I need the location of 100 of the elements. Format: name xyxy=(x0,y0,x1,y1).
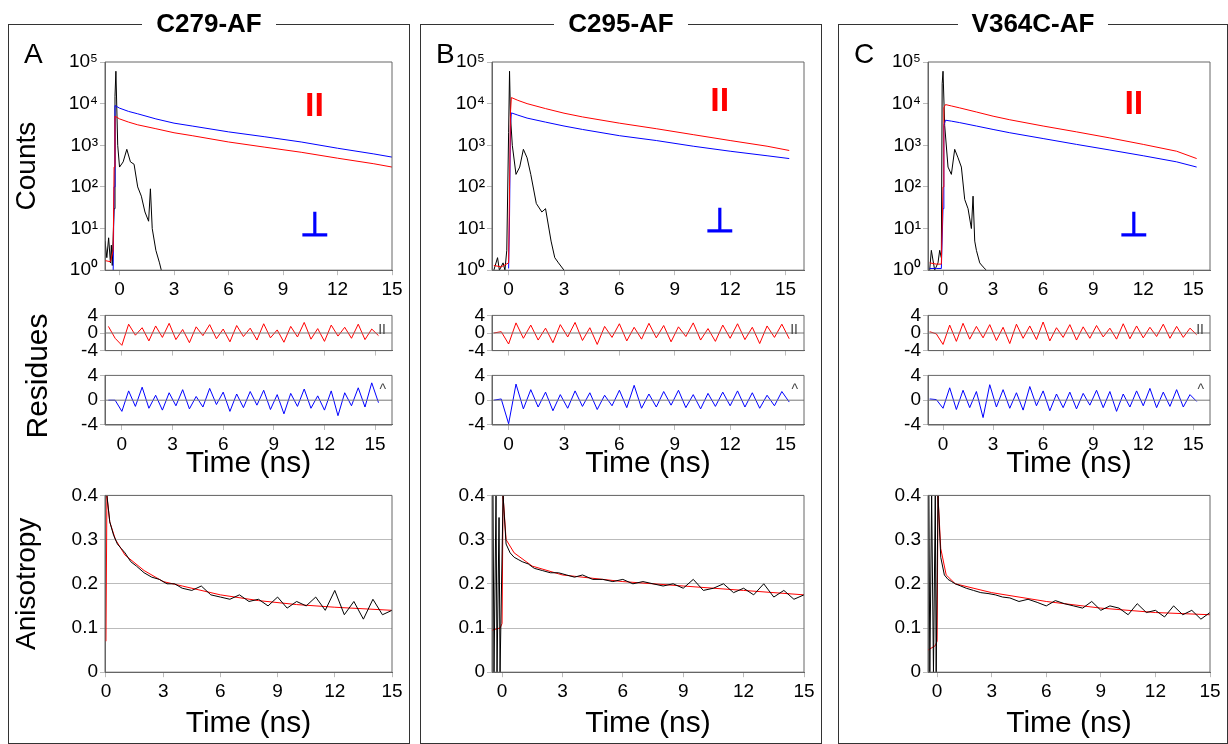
y-tick-label: 10³ xyxy=(893,133,921,155)
x-tick-label: 0 xyxy=(496,679,508,701)
y-tick-label: 10² xyxy=(457,175,485,197)
series-label: ⊥ xyxy=(1118,204,1149,243)
x-tick-label: 12 xyxy=(313,432,336,454)
x-tick-label: 12 xyxy=(1132,432,1154,454)
series-label: ⊥ xyxy=(299,205,330,244)
annotation: II xyxy=(378,321,386,338)
y-tick-label: 10³ xyxy=(457,133,485,155)
series-label: ⊥ xyxy=(704,200,735,239)
chart-title: V364C-AF xyxy=(957,6,1109,40)
chart-title: C279-AF xyxy=(142,6,276,40)
y-tick-label: 10⁰ xyxy=(892,258,921,280)
y-tick-label: 10¹ xyxy=(457,216,485,238)
x-tick-label: 9 xyxy=(669,432,681,454)
x-axis-title: Time (ns) xyxy=(185,705,312,739)
x-tick-label: 9 xyxy=(669,277,681,299)
annotation: ^ xyxy=(791,381,799,398)
y-tick-label: 0.4 xyxy=(894,483,922,505)
y-tick-label: 0.2 xyxy=(458,572,485,594)
y-tick-label: 10⁵ xyxy=(455,50,485,72)
y-tick-label: 10² xyxy=(893,175,921,197)
y-tick-label: -4 xyxy=(904,413,922,435)
x-tick-label: 12 xyxy=(1132,277,1154,299)
x-tick-label: 0 xyxy=(503,432,514,454)
y-tick-label: 0.1 xyxy=(894,616,921,638)
x-tick-label: 3 xyxy=(167,432,178,454)
y-tick-label: 0.4 xyxy=(71,483,99,505)
chart-title: C295-AF xyxy=(554,6,688,40)
y-axis-title: Anisotropy xyxy=(9,517,41,650)
y-tick-label: 10⁴ xyxy=(891,91,921,113)
y-tick-label: 0.3 xyxy=(71,527,98,549)
x-tick-label: 3 xyxy=(987,432,999,454)
x-tick-label: 0 xyxy=(114,277,125,299)
y-tick-label: 0.3 xyxy=(458,527,485,549)
y-tick-label: 4 xyxy=(87,363,99,385)
y-tick-label: 0 xyxy=(474,388,485,410)
x-axis-title: Time (ns) xyxy=(585,705,711,739)
x-axis-title: Time (ns) xyxy=(1006,705,1132,739)
text: A xyxy=(24,38,43,70)
y-tick-label: 0 xyxy=(910,388,921,410)
x-tick-label: 0 xyxy=(503,277,514,299)
y-tick-label: 0.2 xyxy=(71,572,98,594)
x-tick-label: 0 xyxy=(937,277,949,299)
y-tick-label: -4 xyxy=(81,413,99,435)
y-tick-label: 10² xyxy=(70,175,98,197)
x-tick-label: 3 xyxy=(557,679,568,701)
annotation: II xyxy=(790,321,798,338)
x-tick-label: 3 xyxy=(558,277,570,299)
y-tick-label: 0.1 xyxy=(458,616,485,638)
annotation: ^ xyxy=(379,381,387,398)
y-tick-label: -4 xyxy=(468,413,486,435)
x-tick-label: 0 xyxy=(931,679,943,701)
x-tick-label: 3 xyxy=(157,679,169,701)
x-tick-label: 15 xyxy=(793,679,815,701)
y-tick-label: 10⁰ xyxy=(69,258,98,280)
x-tick-label: 3 xyxy=(168,277,180,299)
y-tick-label: 0 xyxy=(87,660,98,682)
series-label: II xyxy=(710,79,730,118)
x-tick-label: 15 xyxy=(774,277,797,299)
x-tick-label: 9 xyxy=(1087,277,1099,299)
x-tick-label: 0 xyxy=(116,432,128,454)
y-tick-label: 10¹ xyxy=(893,216,921,238)
x-tick-label: 15 xyxy=(1182,277,1204,299)
y-tick-label: 0 xyxy=(87,388,98,410)
x-tick-label: 12 xyxy=(733,679,755,701)
series-label: II xyxy=(1124,83,1144,122)
annotation: ^ xyxy=(1197,381,1205,398)
x-tick-label: 12 xyxy=(719,432,741,454)
x-tick-label: 9 xyxy=(272,679,283,701)
x-tick-label: 6 xyxy=(1040,679,1052,701)
x-tick-label: 12 xyxy=(326,277,349,299)
x-tick-label: 15 xyxy=(381,679,403,701)
x-tick-label: 15 xyxy=(381,277,403,299)
x-tick-label: 6 xyxy=(223,277,234,299)
x-tick-label: 15 xyxy=(1182,432,1204,454)
y-tick-label: 10⁵ xyxy=(891,50,921,72)
x-tick-label: 12 xyxy=(324,679,346,701)
x-tick-label: 9 xyxy=(1095,679,1107,701)
annotation: II xyxy=(1196,321,1204,338)
y-tick-label: 0.1 xyxy=(71,616,98,638)
y-tick-label: 10⁰ xyxy=(456,258,485,280)
y-tick-label: 0 xyxy=(474,660,485,682)
x-tick-label: 15 xyxy=(774,432,797,454)
x-tick-label: 12 xyxy=(719,277,741,299)
x-tick-label: 6 xyxy=(614,277,625,299)
y-tick-label: 0 xyxy=(910,660,921,682)
x-tick-label: 15 xyxy=(1199,679,1221,701)
y-tick-label: 10³ xyxy=(70,133,98,155)
y-tick-label: 0.2 xyxy=(894,572,921,594)
y-tick-label: 10⁴ xyxy=(68,91,98,113)
x-tick-label: 9 xyxy=(677,679,689,701)
x-tick-label: 3 xyxy=(558,432,570,454)
x-tick-label: 9 xyxy=(268,432,280,454)
x-tick-label: 3 xyxy=(987,277,999,299)
y-axis-title: Residues xyxy=(19,313,54,439)
x-tick-label: 6 xyxy=(617,679,629,701)
y-tick-label: 10⁵ xyxy=(68,50,98,72)
y-tick-label: 10¹ xyxy=(70,216,98,238)
x-tick-label: 6 xyxy=(1037,277,1049,299)
